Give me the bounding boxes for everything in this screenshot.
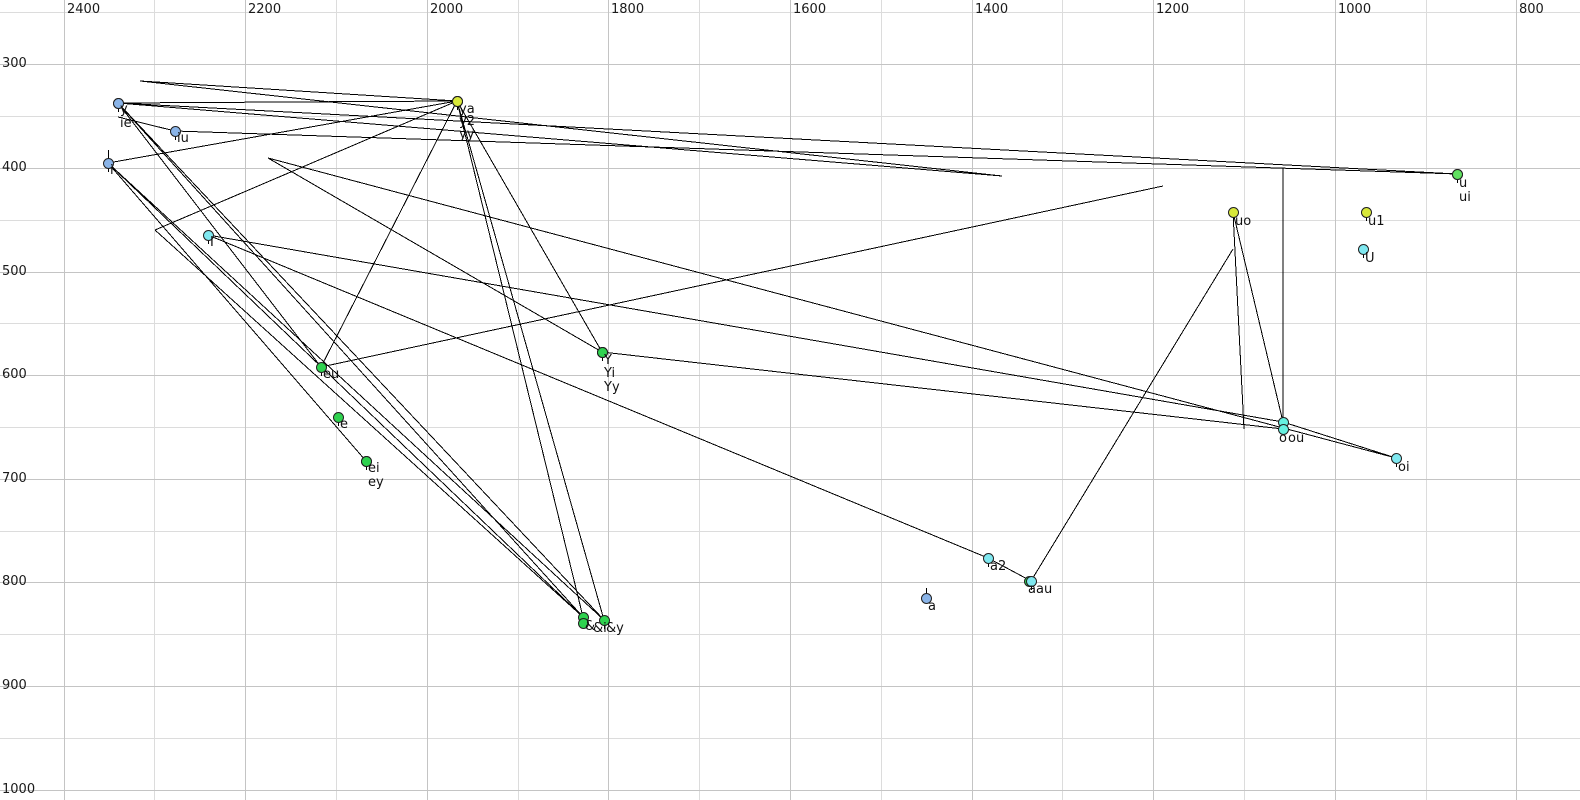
y-tick-400: 400: [2, 160, 27, 175]
y-tick-700: 700: [2, 471, 27, 486]
x-tick-2200: 2200: [248, 2, 282, 17]
point-label-Y: Y: [604, 353, 612, 368]
point-label-I: I: [210, 235, 214, 250]
point-label-ui: ui: [1459, 190, 1471, 205]
data-point-ui[interactable]: [1452, 169, 1463, 180]
point-label-o: o: [1279, 431, 1287, 446]
data-point-u1[interactable]: [1361, 207, 1372, 218]
point-label-Yy: Yy: [604, 380, 620, 395]
data-point-&i[interactable]: [578, 618, 589, 629]
point-label-ey: ey: [368, 475, 384, 490]
point-stems: [108, 101, 1458, 629]
x-tick-1800: 1800: [611, 2, 645, 17]
y-tick-500: 500: [2, 264, 27, 279]
data-point-uo[interactable]: [1228, 207, 1239, 218]
point-label-u: u: [1459, 176, 1468, 191]
point-label-au: au: [1036, 582, 1053, 597]
point-label-oi: oi: [1398, 460, 1410, 475]
data-point-oi[interactable]: [1391, 453, 1402, 464]
point-label-a2: a2: [990, 559, 1007, 574]
data-point-e[interactable]: [333, 412, 344, 423]
data-point-U[interactable]: [1358, 244, 1369, 255]
connector-lines: [107, 80, 1458, 621]
data-point-a[interactable]: [921, 593, 932, 604]
x-tick-1200: 1200: [1156, 2, 1190, 17]
data-point-yy[interactable]: [452, 96, 463, 107]
point-label-&: &: [585, 619, 596, 634]
y-tick-900: 900: [2, 678, 27, 693]
data-point-ou[interactable]: [1278, 424, 1289, 435]
point-label-&y: &y: [606, 621, 624, 636]
point-label-ou: ou: [1288, 431, 1305, 446]
data-point-iu[interactable]: [170, 126, 181, 137]
point-label-ie: ie: [120, 116, 132, 131]
point-label-iu: iu: [177, 131, 189, 146]
data-point-au[interactable]: [1026, 576, 1037, 587]
x-tick-800: 800: [1519, 2, 1544, 17]
x-tick-1600: 1600: [793, 2, 827, 17]
data-point-a2[interactable]: [983, 553, 994, 564]
y-tick-1000: 1000: [2, 782, 36, 797]
point-label-ya: ya: [459, 102, 475, 117]
x-tick-2000: 2000: [430, 2, 464, 17]
point-label-uo: uo: [1235, 214, 1252, 229]
point-label-Yi: Yi: [604, 366, 616, 381]
data-point-I[interactable]: [203, 230, 214, 241]
point-label-yy: yy: [459, 127, 475, 142]
y-tick-800: 800: [2, 574, 27, 589]
point-label-U: U: [1365, 251, 1375, 266]
data-point-i[interactable]: [103, 158, 114, 169]
point-label-eu: eu: [323, 367, 340, 382]
point-label-a: a: [928, 599, 936, 614]
point-label-&i: &i: [593, 621, 607, 636]
point-label-ei: ei: [368, 461, 380, 476]
data-point-Yy[interactable]: [597, 347, 608, 358]
x-tick-1000: 1000: [1338, 2, 1372, 17]
x-tick-2400: 2400: [67, 2, 101, 17]
point-label-e: e: [340, 417, 348, 432]
point-label-a: a: [1028, 582, 1036, 597]
data-point-ey[interactable]: [361, 456, 372, 467]
point-label-y: y: [120, 102, 128, 117]
data-point-&y[interactable]: [599, 615, 610, 626]
data-point-ie[interactable]: [113, 98, 124, 109]
point-label-i: i: [110, 163, 114, 178]
y-tick-300: 300: [2, 56, 27, 71]
point-label-u1: u1: [1368, 214, 1385, 229]
y-tick-600: 600: [2, 367, 27, 382]
point-label-y2: y2: [459, 114, 475, 129]
x-tick-1400: 1400: [975, 2, 1009, 17]
data-point-eu[interactable]: [316, 362, 327, 373]
